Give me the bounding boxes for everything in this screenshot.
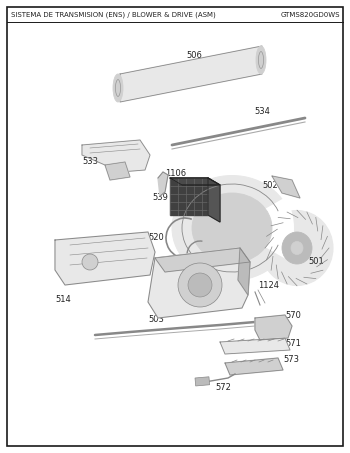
Polygon shape	[105, 162, 130, 180]
Polygon shape	[208, 178, 220, 222]
Polygon shape	[225, 358, 283, 375]
Text: 573: 573	[283, 356, 299, 365]
Ellipse shape	[291, 241, 303, 255]
Polygon shape	[255, 315, 292, 340]
Ellipse shape	[261, 211, 333, 285]
Polygon shape	[158, 172, 168, 196]
Polygon shape	[272, 176, 300, 198]
Polygon shape	[170, 178, 208, 215]
Polygon shape	[148, 248, 250, 318]
Text: 572: 572	[215, 384, 231, 392]
Polygon shape	[82, 140, 150, 172]
Bar	[195, 377, 210, 386]
Text: 530: 530	[190, 284, 206, 293]
Text: 1124: 1124	[258, 280, 279, 289]
Text: 501: 501	[308, 257, 324, 266]
Text: SISTEMA DE TRANSMISION (ENS) / BLOWER & DRIVE (ASM): SISTEMA DE TRANSMISION (ENS) / BLOWER & …	[11, 12, 216, 18]
Text: 520: 520	[178, 257, 194, 266]
Circle shape	[188, 273, 212, 297]
Polygon shape	[220, 338, 290, 354]
Text: 520: 520	[148, 233, 164, 242]
Polygon shape	[185, 265, 210, 283]
Text: 534: 534	[254, 107, 270, 116]
Ellipse shape	[256, 46, 266, 74]
Ellipse shape	[192, 193, 272, 263]
Text: 503: 503	[148, 315, 164, 324]
Ellipse shape	[172, 175, 292, 280]
Wedge shape	[232, 197, 294, 259]
Text: 571: 571	[285, 338, 301, 347]
Text: 502: 502	[262, 180, 278, 189]
Text: 533: 533	[82, 158, 98, 167]
Ellipse shape	[113, 74, 123, 102]
Polygon shape	[170, 178, 220, 185]
Text: GTMS820GD0WS: GTMS820GD0WS	[280, 12, 340, 18]
Polygon shape	[55, 232, 155, 285]
Text: 506: 506	[186, 50, 202, 59]
Text: 539: 539	[152, 193, 168, 202]
Text: 510: 510	[210, 178, 226, 188]
Text: 514: 514	[55, 295, 71, 304]
Text: 1106: 1106	[165, 169, 186, 178]
Text: 570: 570	[285, 312, 301, 321]
Polygon shape	[120, 46, 262, 102]
Polygon shape	[238, 248, 250, 295]
Polygon shape	[155, 248, 250, 272]
Circle shape	[178, 263, 222, 307]
Circle shape	[82, 254, 98, 270]
Ellipse shape	[282, 232, 312, 264]
